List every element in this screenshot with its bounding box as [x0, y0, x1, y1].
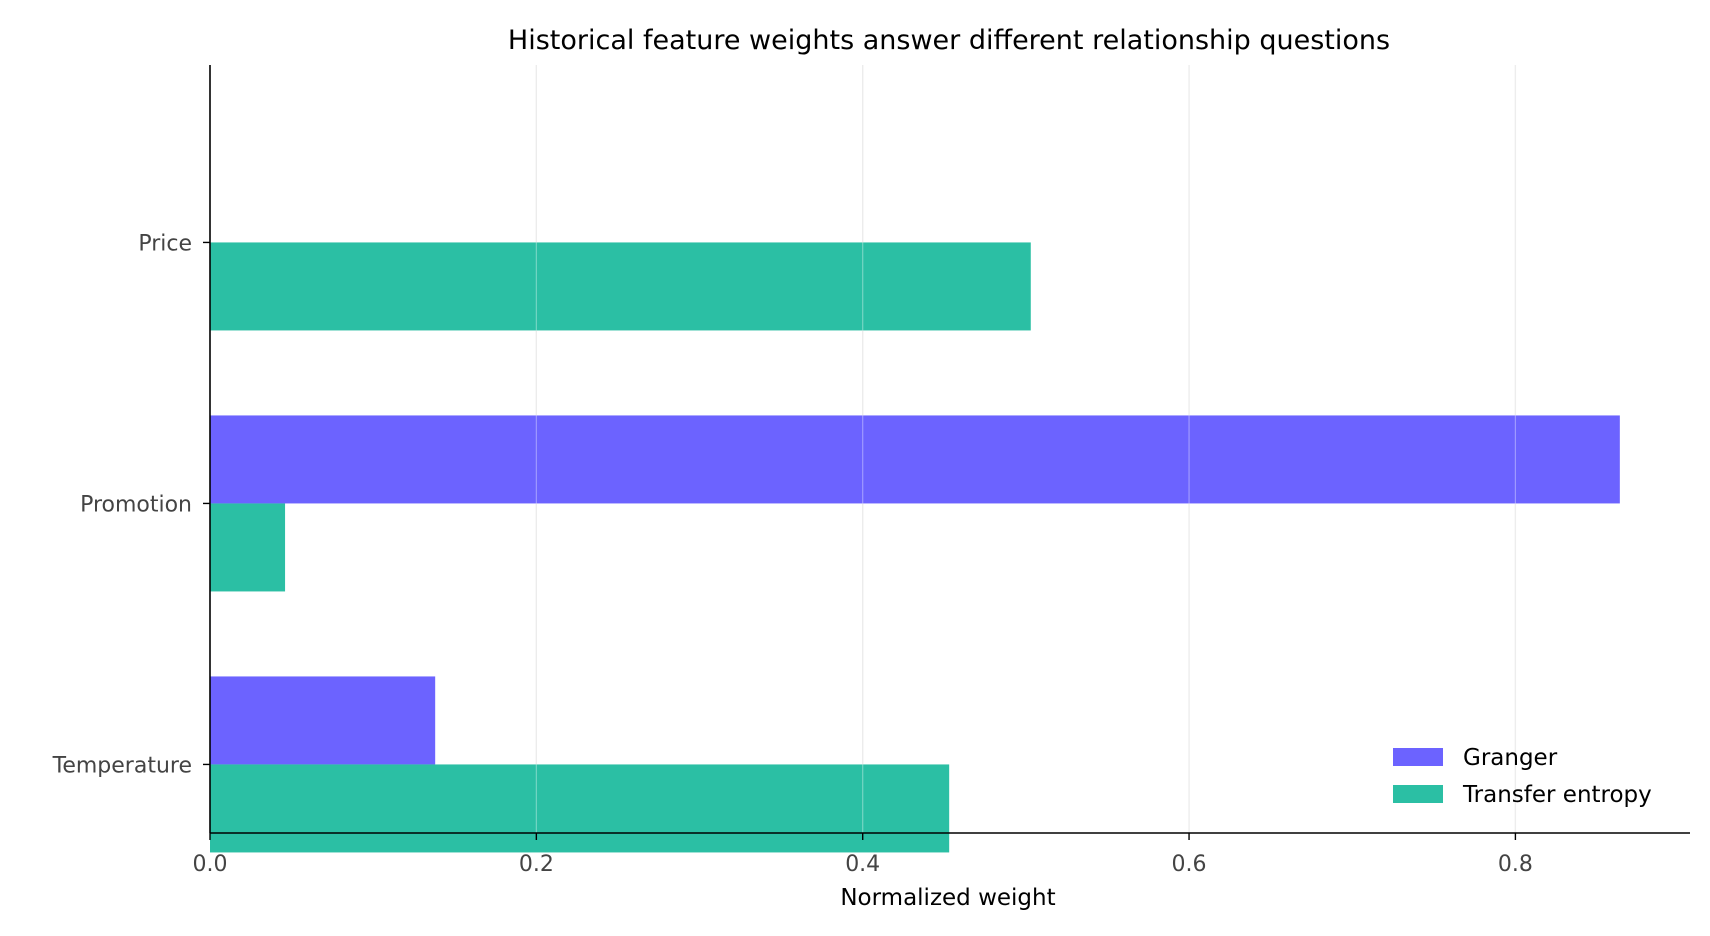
chart-title: Historical feature weights answer differ… — [508, 25, 1390, 56]
y-tick-label-price: Price — [138, 231, 192, 256]
axes-layer — [209, 65, 1690, 834]
bars-layer — [210, 242, 1620, 853]
bar-granger-promotion — [210, 415, 1620, 504]
x-tick-label: 0.2 — [519, 852, 554, 877]
y-tick-label-promotion: Promotion — [80, 492, 192, 517]
x-tick-label: 0.6 — [1172, 852, 1207, 877]
bar-transfer-entropy-temperature — [210, 764, 950, 853]
x-tick-label: 0.0 — [193, 852, 228, 877]
bar-granger-temperature — [210, 676, 436, 765]
bar-transfer-entropy-price — [210, 242, 1031, 331]
x-tick-label: 0.4 — [845, 852, 880, 877]
legend: Granger Transfer entropy — [1393, 745, 1652, 808]
x-axis-label: Normalized weight — [840, 885, 1055, 911]
legend-swatch-transfer-entropy — [1393, 785, 1443, 803]
y-tick-label-temperature: Temperature — [52, 753, 192, 778]
legend-label-transfer-entropy: Transfer entropy — [1462, 782, 1652, 808]
bar-transfer-entropy-promotion — [210, 503, 286, 592]
x-tick-label: 0.8 — [1498, 852, 1533, 877]
grid-overlay-layer — [535, 65, 1517, 833]
legend-label-granger: Granger — [1463, 745, 1558, 771]
legend-swatch-granger — [1393, 748, 1443, 766]
ticks-layer: 0.0 0.2 0.4 0.6 0.8 Price Promotion Temperature — [52, 231, 1533, 877]
